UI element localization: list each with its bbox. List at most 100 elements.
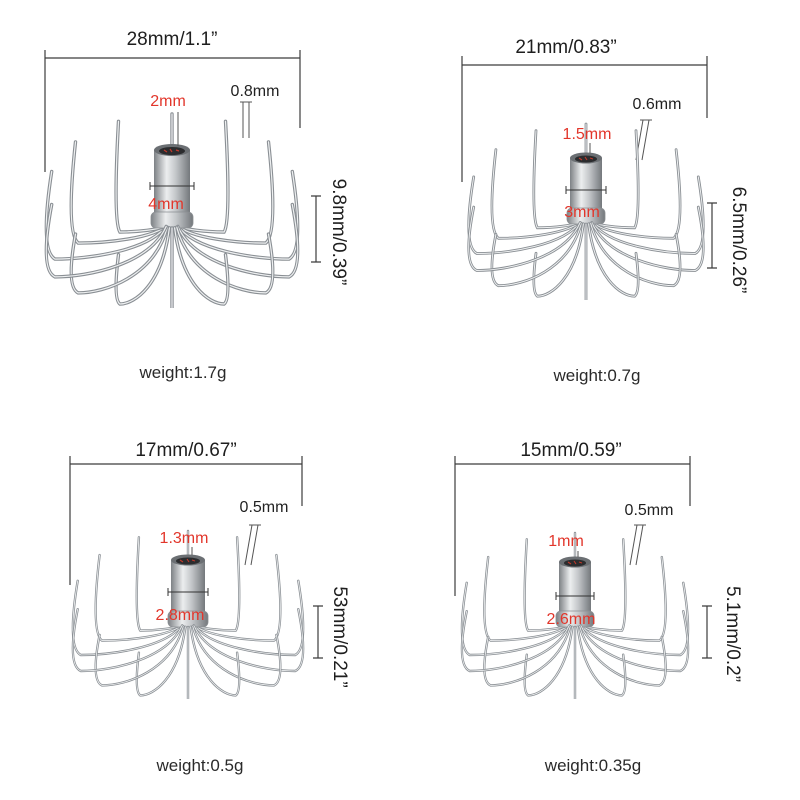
width-label: 28mm/1.1” xyxy=(127,29,218,50)
hook-wire-highlight xyxy=(524,538,573,632)
weight-label: weight:0.5g xyxy=(156,756,244,775)
hook-wire-highlight xyxy=(468,206,581,271)
height-dimension-line xyxy=(313,605,323,659)
height-label: 5.1mm/0.2” xyxy=(722,586,743,682)
eye-tube xyxy=(555,556,595,628)
eye-diameter-label: 1.3mm xyxy=(160,530,209,547)
eye-diameter-label: 1.5mm xyxy=(563,126,612,143)
hook-wires-front xyxy=(460,610,690,699)
hook-wire-highlight xyxy=(177,170,299,260)
tube-diameter-label: 2.6mm xyxy=(547,611,596,628)
eye-tube xyxy=(167,554,209,628)
hook-wire-highlight xyxy=(176,226,274,294)
hook-wire-highlight xyxy=(45,203,167,278)
tube-body xyxy=(559,562,591,618)
hook-wires-front xyxy=(467,205,705,301)
hook-wire-highlight xyxy=(72,580,183,656)
eye-tube xyxy=(566,152,606,225)
wire-thickness-label: 0.6mm xyxy=(633,96,682,113)
height-label: 6.5mm/0.26” xyxy=(728,187,749,294)
hook-wire-highlight xyxy=(461,582,570,656)
hook-wire-highlight xyxy=(533,130,584,229)
eye-tube xyxy=(150,144,194,229)
hook-wire-highlight xyxy=(591,206,704,271)
hook-wire-highlight xyxy=(483,556,571,642)
tube-diameter-label: 4mm xyxy=(148,196,184,213)
hook-wires-back xyxy=(467,122,705,255)
tube-diameter-label: 2.8mm xyxy=(156,607,205,624)
hook-wire-highlight xyxy=(192,554,281,642)
wire-thickness-label: 0.5mm xyxy=(240,499,289,516)
tube-diameter-arrow xyxy=(565,186,607,194)
hook-wire-highlight xyxy=(115,120,170,233)
height-label: 9.8mm/0.39” xyxy=(328,179,349,286)
hook-wire-highlight xyxy=(579,625,667,686)
hook-wires-front xyxy=(44,202,300,309)
tube-body xyxy=(171,560,205,618)
height-dimension-line xyxy=(702,605,712,659)
hook-wire-highlight xyxy=(176,141,274,244)
hook-wire-highlight xyxy=(468,176,581,254)
tube-collar xyxy=(150,211,194,229)
width-dimension-line xyxy=(461,56,708,182)
hook-wire-highlight xyxy=(577,626,626,696)
hook-wire-highlight xyxy=(491,149,582,239)
wire-thickness-marker xyxy=(629,524,646,566)
hook-wire-highlight xyxy=(177,203,299,278)
eye-speckle xyxy=(578,156,594,161)
wire-thickness-marker xyxy=(244,524,261,566)
height-label: 53mm/0.21” xyxy=(329,586,350,687)
hook-wire-highlight xyxy=(115,227,170,305)
width-label: 17mm/0.67” xyxy=(135,440,236,461)
eye-diameter-label: 1mm xyxy=(548,533,584,550)
hook-wire-highlight xyxy=(70,226,168,294)
hook-wire-highlight xyxy=(190,536,240,632)
width-dimension-line xyxy=(69,456,303,585)
hook-wire-highlight xyxy=(174,120,229,233)
wire-thickness-label: 0.8mm xyxy=(231,83,280,100)
product-panel-1: 28mm/1.1” 9.8mm/0.39” 0.8mm 2mm 4mm weig… xyxy=(44,29,349,382)
hook-wire-highlight xyxy=(579,556,667,642)
eye-diameter-label: 2mm xyxy=(150,93,186,110)
hook-wire-highlight xyxy=(491,222,582,287)
hook-wire-highlight xyxy=(70,141,168,244)
hook-wire-highlight xyxy=(174,227,229,305)
tube-diameter-arrow xyxy=(167,588,209,596)
hook-wires-front xyxy=(71,608,305,699)
height-dimension-line xyxy=(311,195,321,263)
hook-wire-highlight xyxy=(95,625,184,686)
hook-wire-highlight xyxy=(580,582,689,656)
width-label: 15mm/0.59” xyxy=(520,440,621,461)
tube-diameter-arrow xyxy=(149,182,195,190)
hook-wire-highlight xyxy=(591,176,704,254)
hook-wire-highlight xyxy=(590,149,681,239)
hook-wire-highlight xyxy=(533,223,584,297)
product-panel-2: 21mm/0.83” 6.5mm/0.26” 0.6mm 1.5mm 3mm w… xyxy=(461,37,749,385)
hook-wire-highlight xyxy=(45,170,167,260)
hook-wire-highlight xyxy=(524,626,573,696)
hook-wire-highlight xyxy=(136,626,186,696)
tube-body xyxy=(154,150,190,220)
hook-wire-highlight xyxy=(193,608,304,672)
width-dimension-line xyxy=(454,456,691,596)
hook-wire-highlight xyxy=(580,610,689,672)
hook-wire-highlight xyxy=(483,625,571,686)
tube-diameter-arrow xyxy=(555,592,595,600)
weight-label: weight:1.7g xyxy=(139,363,227,382)
hook-wire-highlight xyxy=(461,610,570,672)
hook-wire-highlight xyxy=(72,608,183,672)
width-dimension-line xyxy=(44,50,301,172)
hook-wire-highlight xyxy=(136,536,186,632)
hook-wire-highlight xyxy=(193,580,304,656)
hook-wire-highlight xyxy=(190,626,240,696)
wire-thickness-marker xyxy=(240,101,252,138)
eye-speckle xyxy=(179,558,196,563)
eye-speckle xyxy=(567,560,583,565)
width-label: 21mm/0.83” xyxy=(515,37,616,58)
height-dimension-line xyxy=(707,202,717,269)
hook-wire-highlight xyxy=(588,223,639,297)
tube-diameter-label: 3mm xyxy=(564,204,600,221)
hook-wires-back xyxy=(44,112,300,261)
